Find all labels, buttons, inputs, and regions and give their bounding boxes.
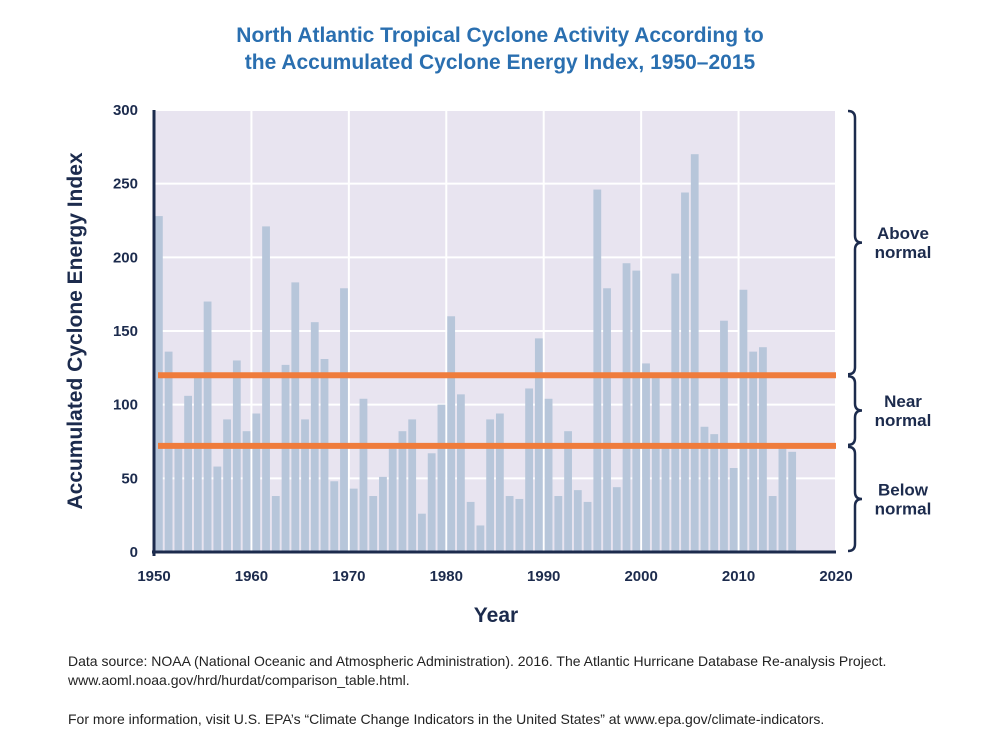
chart-title: North Atlantic Tropical Cyclone Activity…	[0, 22, 1000, 76]
y-tick-label-50: 50	[121, 470, 138, 487]
bar-1973: 1973: 51	[379, 476, 387, 552]
brace-above-normal	[847, 109, 863, 376]
bar-1980: 1980: 160	[447, 316, 456, 552]
bar-1952: 1952: 73	[174, 444, 183, 552]
data-source-note: Data source: NOAA (National Oceanic and …	[68, 653, 887, 688]
bar-1951: 1951: 136	[164, 351, 173, 552]
brace-near-normal	[847, 374, 863, 447]
bar-2003: 2003: 189	[671, 273, 680, 552]
bar-1960: 1960: 94	[252, 413, 261, 552]
bar-1965: 1965: 90	[301, 419, 309, 552]
bar-2005: 2005: 270	[690, 154, 699, 552]
bar-1963: 1963: 127	[281, 364, 290, 552]
bar-1966: 1966: 156	[310, 322, 319, 552]
bar-1959: 1959: 82	[242, 431, 251, 552]
bar-1986: 1986: 38	[505, 496, 514, 552]
bar-1992: 1992: 82	[564, 431, 572, 552]
bar-2006: 2006: 85	[700, 426, 709, 552]
bar-1994: 1994: 34	[583, 501, 592, 552]
bar-1956: 1956: 58	[213, 466, 222, 552]
x-tick-label-1970: 1970	[332, 568, 365, 585]
bar-1975: 1975: 82	[398, 431, 407, 552]
bar-2000: 2000: 128	[642, 363, 650, 552]
bar-1971: 1971: 104	[359, 398, 368, 552]
bar-1997: 1997: 44	[612, 487, 621, 552]
bar-2007: 2007: 80	[710, 434, 719, 552]
bar-2008: 2008: 157	[720, 320, 728, 552]
bar-1984: 1984: 90	[486, 419, 495, 552]
x-tick-label-1950: 1950	[137, 568, 170, 585]
bar-2014: 2014: 72	[778, 445, 787, 552]
bar-1972: 1972: 38	[369, 496, 378, 552]
bar-1996: 1996: 179	[603, 288, 611, 552]
band-label-below-normal-0: Below	[878, 480, 929, 499]
bar-1987: 1987: 36	[515, 498, 524, 552]
band-label-near-normal-0: Near	[884, 392, 922, 411]
bar-1967: 1967: 131	[320, 358, 329, 552]
band-label-below-normal-1: normal	[875, 499, 932, 518]
bar-1993: 1993: 42	[573, 490, 582, 552]
bar-1955: 1955: 170	[203, 301, 212, 552]
x-tick-label-2020: 2020	[819, 568, 852, 585]
bar-2011: 2011: 136	[749, 351, 758, 552]
bar-1988: 1988: 111	[525, 388, 533, 552]
bar-1990: 1990: 104	[544, 398, 553, 552]
bar-1961: 1961: 221	[262, 226, 270, 553]
bar-1977: 1977: 26	[418, 513, 426, 552]
y-tick-label-250: 250	[113, 176, 138, 193]
bar-1995: 1995: 246	[593, 189, 602, 552]
bar-2001: 2001: 118	[651, 378, 660, 552]
x-tick-label-1990: 1990	[527, 568, 560, 585]
bar-1998: 1998: 196	[622, 263, 631, 552]
bar-1983: 1983: 18	[476, 525, 485, 552]
band-label-above-normal-0: Above	[877, 224, 929, 243]
bar-1985: 1985: 94	[495, 413, 504, 552]
bar-1969: 1969: 179	[340, 288, 348, 552]
bar-2015: 2015: 68	[788, 451, 797, 552]
y-tick-label-150: 150	[113, 323, 138, 340]
bar-2010: 2010: 178	[739, 289, 748, 552]
bar-2013: 2013: 38	[768, 496, 777, 552]
bar-1981: 1981: 107	[457, 394, 465, 552]
bar-2012: 2012: 139	[759, 347, 767, 552]
y-tick-label-300: 300	[113, 102, 138, 119]
y-axis-title: Accumulated Cyclone Energy Index	[64, 152, 87, 509]
x-tick-label-2000: 2000	[624, 568, 657, 585]
band-label-near-normal-1: normal	[875, 411, 932, 430]
chart-title-line-2: the Accumulated Cyclone Energy Index, 19…	[244, 51, 756, 74]
bar-1953: 1953: 106	[184, 395, 192, 552]
y-tick-label-0: 0	[130, 544, 138, 561]
x-tick-label-2010: 2010	[722, 568, 755, 585]
bar-1978: 1978: 67	[427, 453, 436, 552]
bar-1968: 1968: 48	[330, 481, 339, 552]
chart-title-line-1: North Atlantic Tropical Cyclone Activity…	[236, 24, 764, 47]
x-tick-label-1980: 1980	[430, 568, 463, 585]
brace-below-normal	[847, 445, 863, 553]
bar-1958: 1958: 130	[232, 360, 241, 552]
bar-1976: 1976: 90	[408, 419, 417, 552]
bar-1979: 1979: 100	[437, 404, 446, 552]
bar-1991: 1991: 38	[554, 496, 563, 552]
band-label-above-normal-1: normal	[875, 243, 932, 262]
bar-1954: 1954: 119	[193, 376, 202, 552]
bar-1950: 1950: 228	[154, 216, 163, 552]
y-tick-label-100: 100	[113, 397, 138, 414]
bar-1957: 1957: 90	[223, 419, 231, 552]
x-tick-label-1960: 1960	[235, 568, 268, 585]
bar-1974: 1974: 70	[388, 448, 397, 552]
bar-1962: 1962: 38	[271, 496, 280, 552]
bar-1970: 1970: 43	[349, 488, 358, 552]
bar-1999: 1999: 191	[632, 270, 641, 552]
more-info-note: For more information, visit U.S. EPA’s “…	[68, 711, 825, 727]
bar-2009: 2009: 57	[729, 468, 738, 552]
bar-1982: 1982: 34	[466, 501, 475, 552]
x-axis-title: Year	[474, 604, 518, 627]
y-tick-label-200: 200	[113, 249, 138, 266]
bar-1964: 1964: 183	[291, 282, 300, 552]
